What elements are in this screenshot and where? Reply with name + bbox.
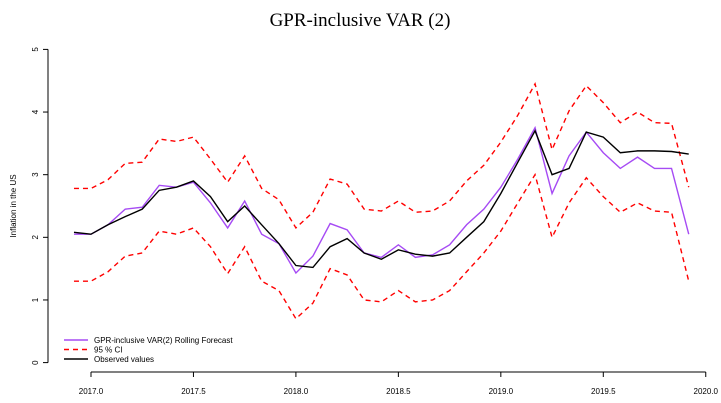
x-tick-label: 2017.5: [181, 387, 206, 396]
x-tick-label: 2019.0: [489, 387, 514, 396]
legend-label: GPR-inclusive VAR(2) Rolling Forecast: [94, 336, 233, 345]
y-tick-label: 4: [31, 109, 40, 114]
series-line: [73, 81, 690, 230]
y-tick-label: 3: [31, 172, 40, 177]
chart-title: GPR-inclusive VAR (2): [270, 10, 451, 31]
series-line: [73, 129, 689, 269]
x-tick-label: 2017.0: [79, 387, 104, 396]
y-tick-label: 5: [31, 47, 40, 52]
series-line: [73, 125, 690, 275]
x-tick-label: 2018.5: [386, 387, 411, 396]
x-tick-label: 2018.0: [284, 387, 309, 396]
legend-label: 95 % CI: [94, 346, 122, 355]
series-line: [73, 172, 690, 320]
legend-label: Observed values: [94, 355, 154, 364]
y-tick-label: 1: [31, 297, 40, 302]
x-tick-label: 2019.5: [591, 387, 616, 396]
y-tick-label: 2: [31, 235, 40, 240]
y-tick-label: 0: [31, 360, 40, 365]
x-tick-label: 2020.0: [694, 387, 719, 396]
y-axis-label: Inflation in the US: [9, 174, 18, 237]
